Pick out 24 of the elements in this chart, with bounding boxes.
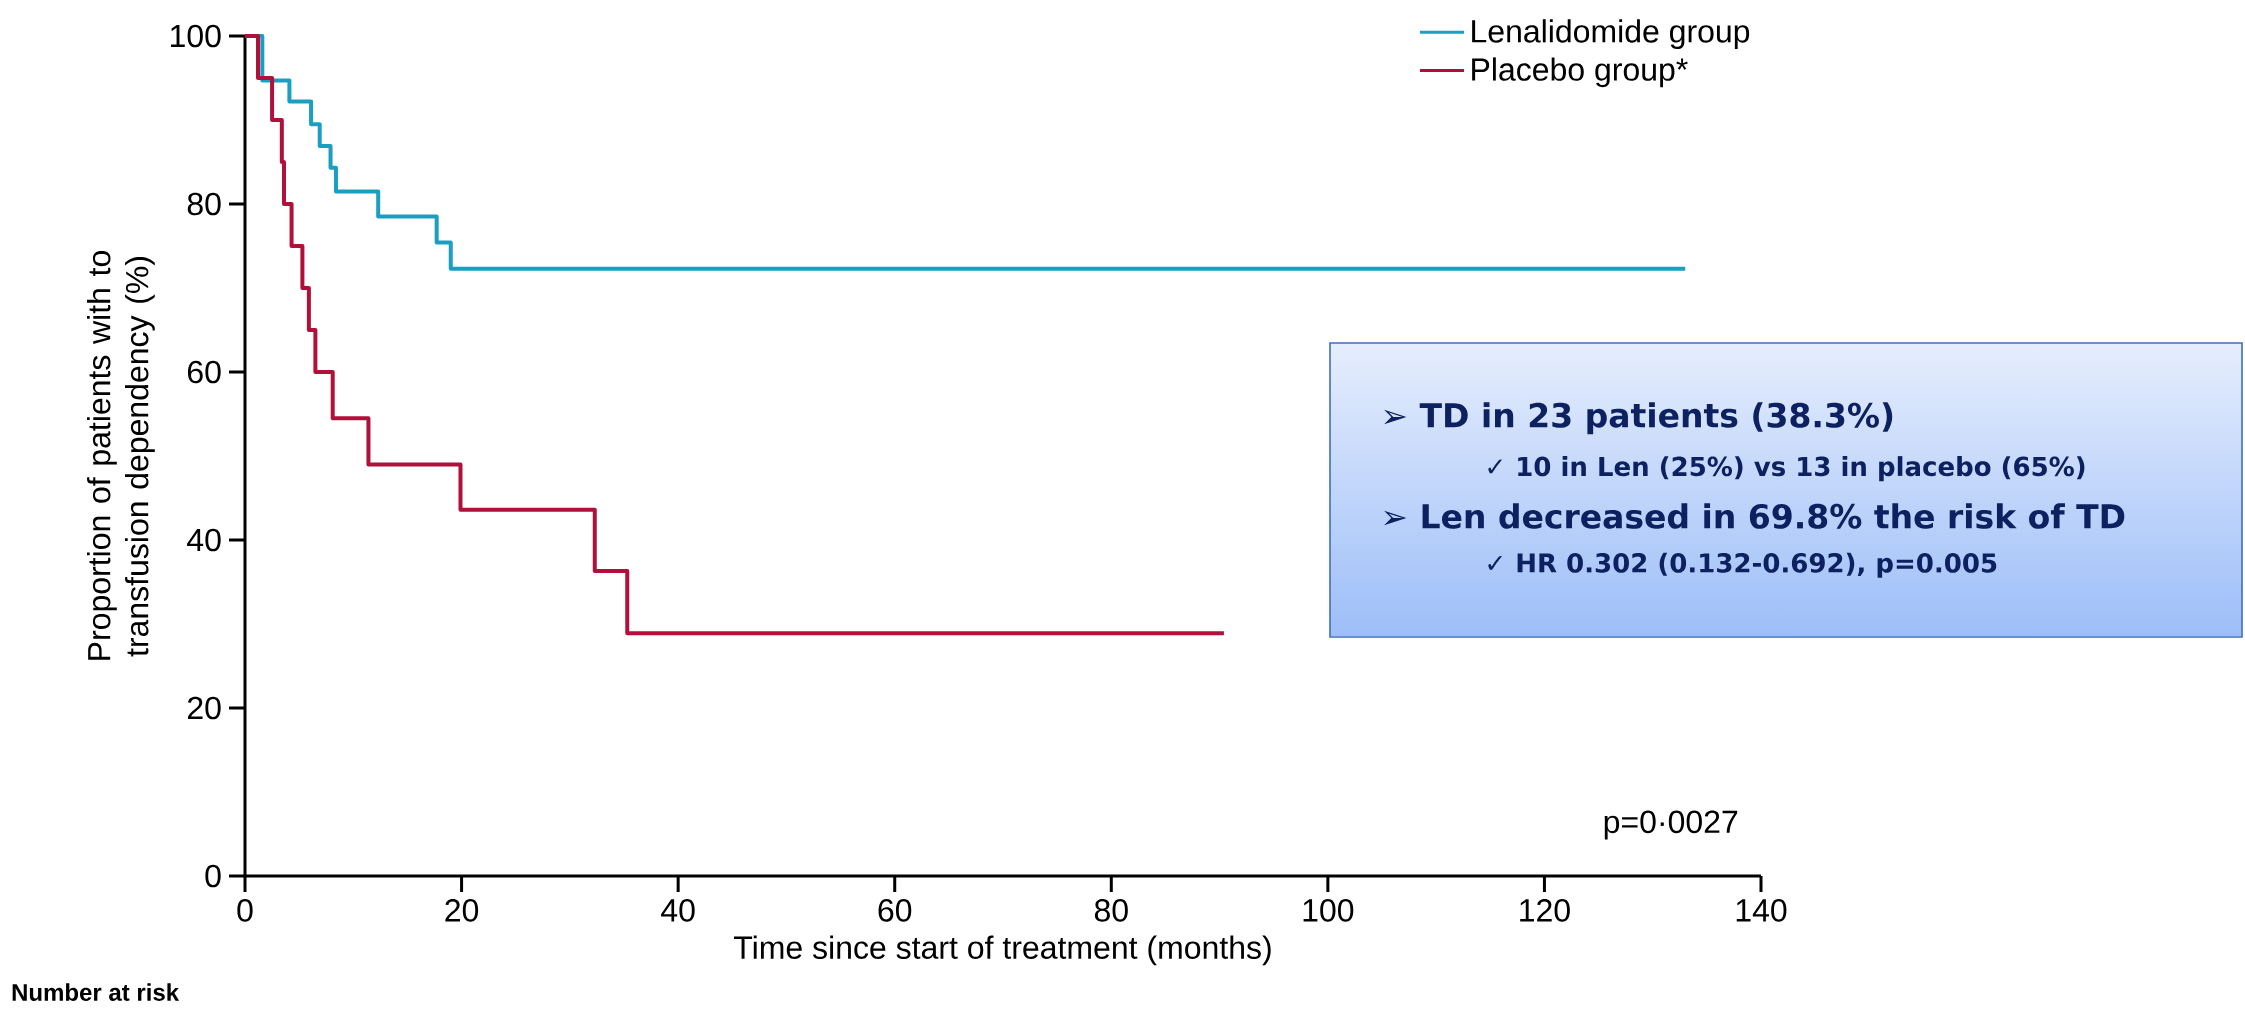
y-tick-label: 100 — [171, 24, 221, 48]
x-tick-label: 120 — [1520, 899, 1570, 922]
x-tick-label: 100 — [1303, 899, 1354, 922]
x-tick-label: 80 — [1094, 899, 1128, 922]
annotation: ➢ TD in 23 patients (38.3%) — [1384, 402, 1893, 435]
text: Number at risk — [12, 983, 180, 1001]
x-tick-label: 40 — [661, 899, 695, 922]
y-tick-label: 20 — [187, 696, 221, 720]
y-tick-label: 60 — [187, 360, 221, 384]
x-tick-label: 140 — [1736, 899, 1787, 922]
annotation: ✓ HR 0.302 (0.132-0.692), p=0.005 — [1488, 552, 1997, 578]
y-tick-label: 0 — [205, 864, 221, 888]
x-tick-label: 0 — [237, 899, 253, 922]
legend-label: Placebo group* — [1472, 57, 1688, 88]
y-tick-label: 80 — [187, 192, 221, 216]
y-axis-title: Proportion of patients with to transfusion dependency (%) — [86, 251, 155, 660]
legend-label: Lenalidomide group — [1472, 19, 1750, 50]
x-axis-title: Time since start of treatment (months) — [734, 935, 1271, 966]
annotation: ✓ 10 in Len (25%) vs 13 in placebo (65%) — [1488, 456, 2085, 482]
x-tick-label: 20 — [445, 899, 479, 922]
annotation: ➢ Len decreased in 69.8% the risk of TD — [1384, 503, 2125, 529]
x-tick-label: 60 — [878, 899, 912, 922]
annotation: p=0·0027 — [1604, 810, 1738, 840]
y-tick-label: 40 — [187, 528, 221, 552]
